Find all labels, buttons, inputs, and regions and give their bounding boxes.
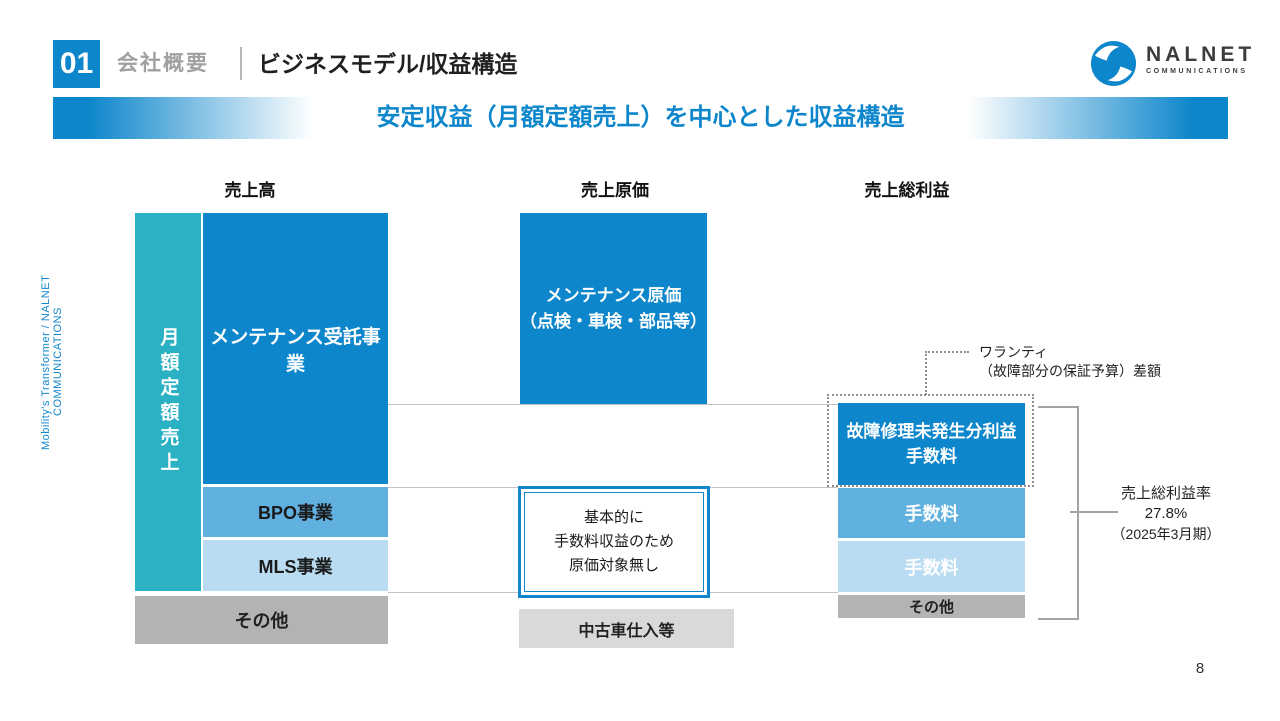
logo-subtitle: COMMUNICATIONS: [1146, 68, 1248, 75]
gross-margin-value: 27.8%: [1144, 505, 1188, 522]
title-banner: 安定収益（月額定額売上）を中心とした収益構造: [53, 97, 1228, 139]
warranty-dotted-outline: [827, 394, 1034, 487]
warranty-note-line1: ワランティ: [979, 344, 1049, 360]
warranty-callout-dotted-line-v: [925, 351, 927, 395]
warranty-profit-line2: 手数料: [906, 447, 957, 466]
monthly-fixed-sales-label: 月額定額売上: [157, 327, 179, 477]
block-warranty-profit: 故障修理未発生分利益 手数料: [838, 403, 1025, 485]
no-cost-line3: 原価対象無し: [568, 557, 659, 574]
block-maintenance-business: メンテナンス受託事業: [203, 213, 388, 484]
gross-margin-label: 売上総利益率 27.8% （2025年3月期）: [1086, 484, 1246, 544]
column-header-gross-profit: 売上総利益: [864, 181, 950, 200]
gross-margin-title: 売上総利益率: [1120, 485, 1211, 502]
column-header-cost: 売上原価: [581, 181, 649, 200]
company-logo: NALNET COMMUNICATIONS: [1090, 40, 1255, 92]
warranty-profit-line1: 故障修理未発生分利益: [846, 422, 1017, 441]
connector-line-top: [388, 404, 838, 405]
maintenance-cost-line1: メンテナンス原価: [545, 285, 682, 305]
gross-margin-bracket-bottom: [1038, 618, 1077, 620]
gross-margin-period: （2025年3月期）: [1111, 526, 1221, 542]
block-mls-business: MLS事業: [203, 540, 388, 591]
block-no-cost-note: 基本的に 手数料収益のため 原価対象無し: [518, 486, 710, 598]
no-cost-note-inner: 基本的に 手数料収益のため 原価対象無し: [524, 492, 704, 592]
block-used-car-purchase: 中古車仕入等: [519, 609, 734, 648]
no-cost-line2: 手数料収益のため: [553, 533, 674, 550]
block-other-profit: その他: [838, 595, 1025, 618]
no-cost-line1: 基本的に: [583, 509, 644, 526]
block-monthly-fixed-sales: 月額定額売上: [135, 213, 201, 591]
nalnet-swirl-icon: [1090, 40, 1137, 92]
page-title: ビジネスモデル/収益構造: [258, 51, 518, 77]
maintenance-cost-line2: （点検・車検・部品等）: [520, 311, 707, 331]
header-divider: [240, 47, 242, 80]
block-fee-mls: 手数料: [838, 541, 1025, 592]
block-fee-bpo: 手数料: [838, 488, 1025, 538]
banner-title: 安定収益（月額定額売上）を中心とした収益構造: [376, 104, 905, 131]
block-maintenance-cost: メンテナンス原価 （点検・車検・部品等）: [520, 213, 707, 404]
gross-margin-bracket-vertical: [1077, 406, 1079, 620]
gross-margin-bracket-top: [1038, 406, 1077, 408]
logo-text: NALNET COMMUNICATIONS: [1146, 40, 1256, 76]
column-header-sales: 売上高: [224, 181, 276, 200]
page-number: 8: [1195, 660, 1205, 677]
warranty-note: ワランティ （故障部分の保証予算）差額: [979, 343, 1161, 381]
section-number: 01: [59, 47, 94, 80]
block-bpo-business: BPO事業: [203, 487, 388, 537]
warranty-callout-dotted-line-h: [925, 351, 969, 353]
warranty-note-line2: （故障部分の保証予算）差額: [979, 363, 1161, 379]
logo-name: NALNET: [1146, 43, 1256, 66]
block-other-sales: その他: [135, 596, 388, 644]
side-vertical-text: Mobility's Transformer / NALNET COMMUNIC…: [40, 274, 64, 450]
section-label: 会社概要: [117, 52, 209, 75]
gross-margin-bracket-tick: [1070, 511, 1118, 513]
section-number-badge: 01: [53, 40, 100, 88]
